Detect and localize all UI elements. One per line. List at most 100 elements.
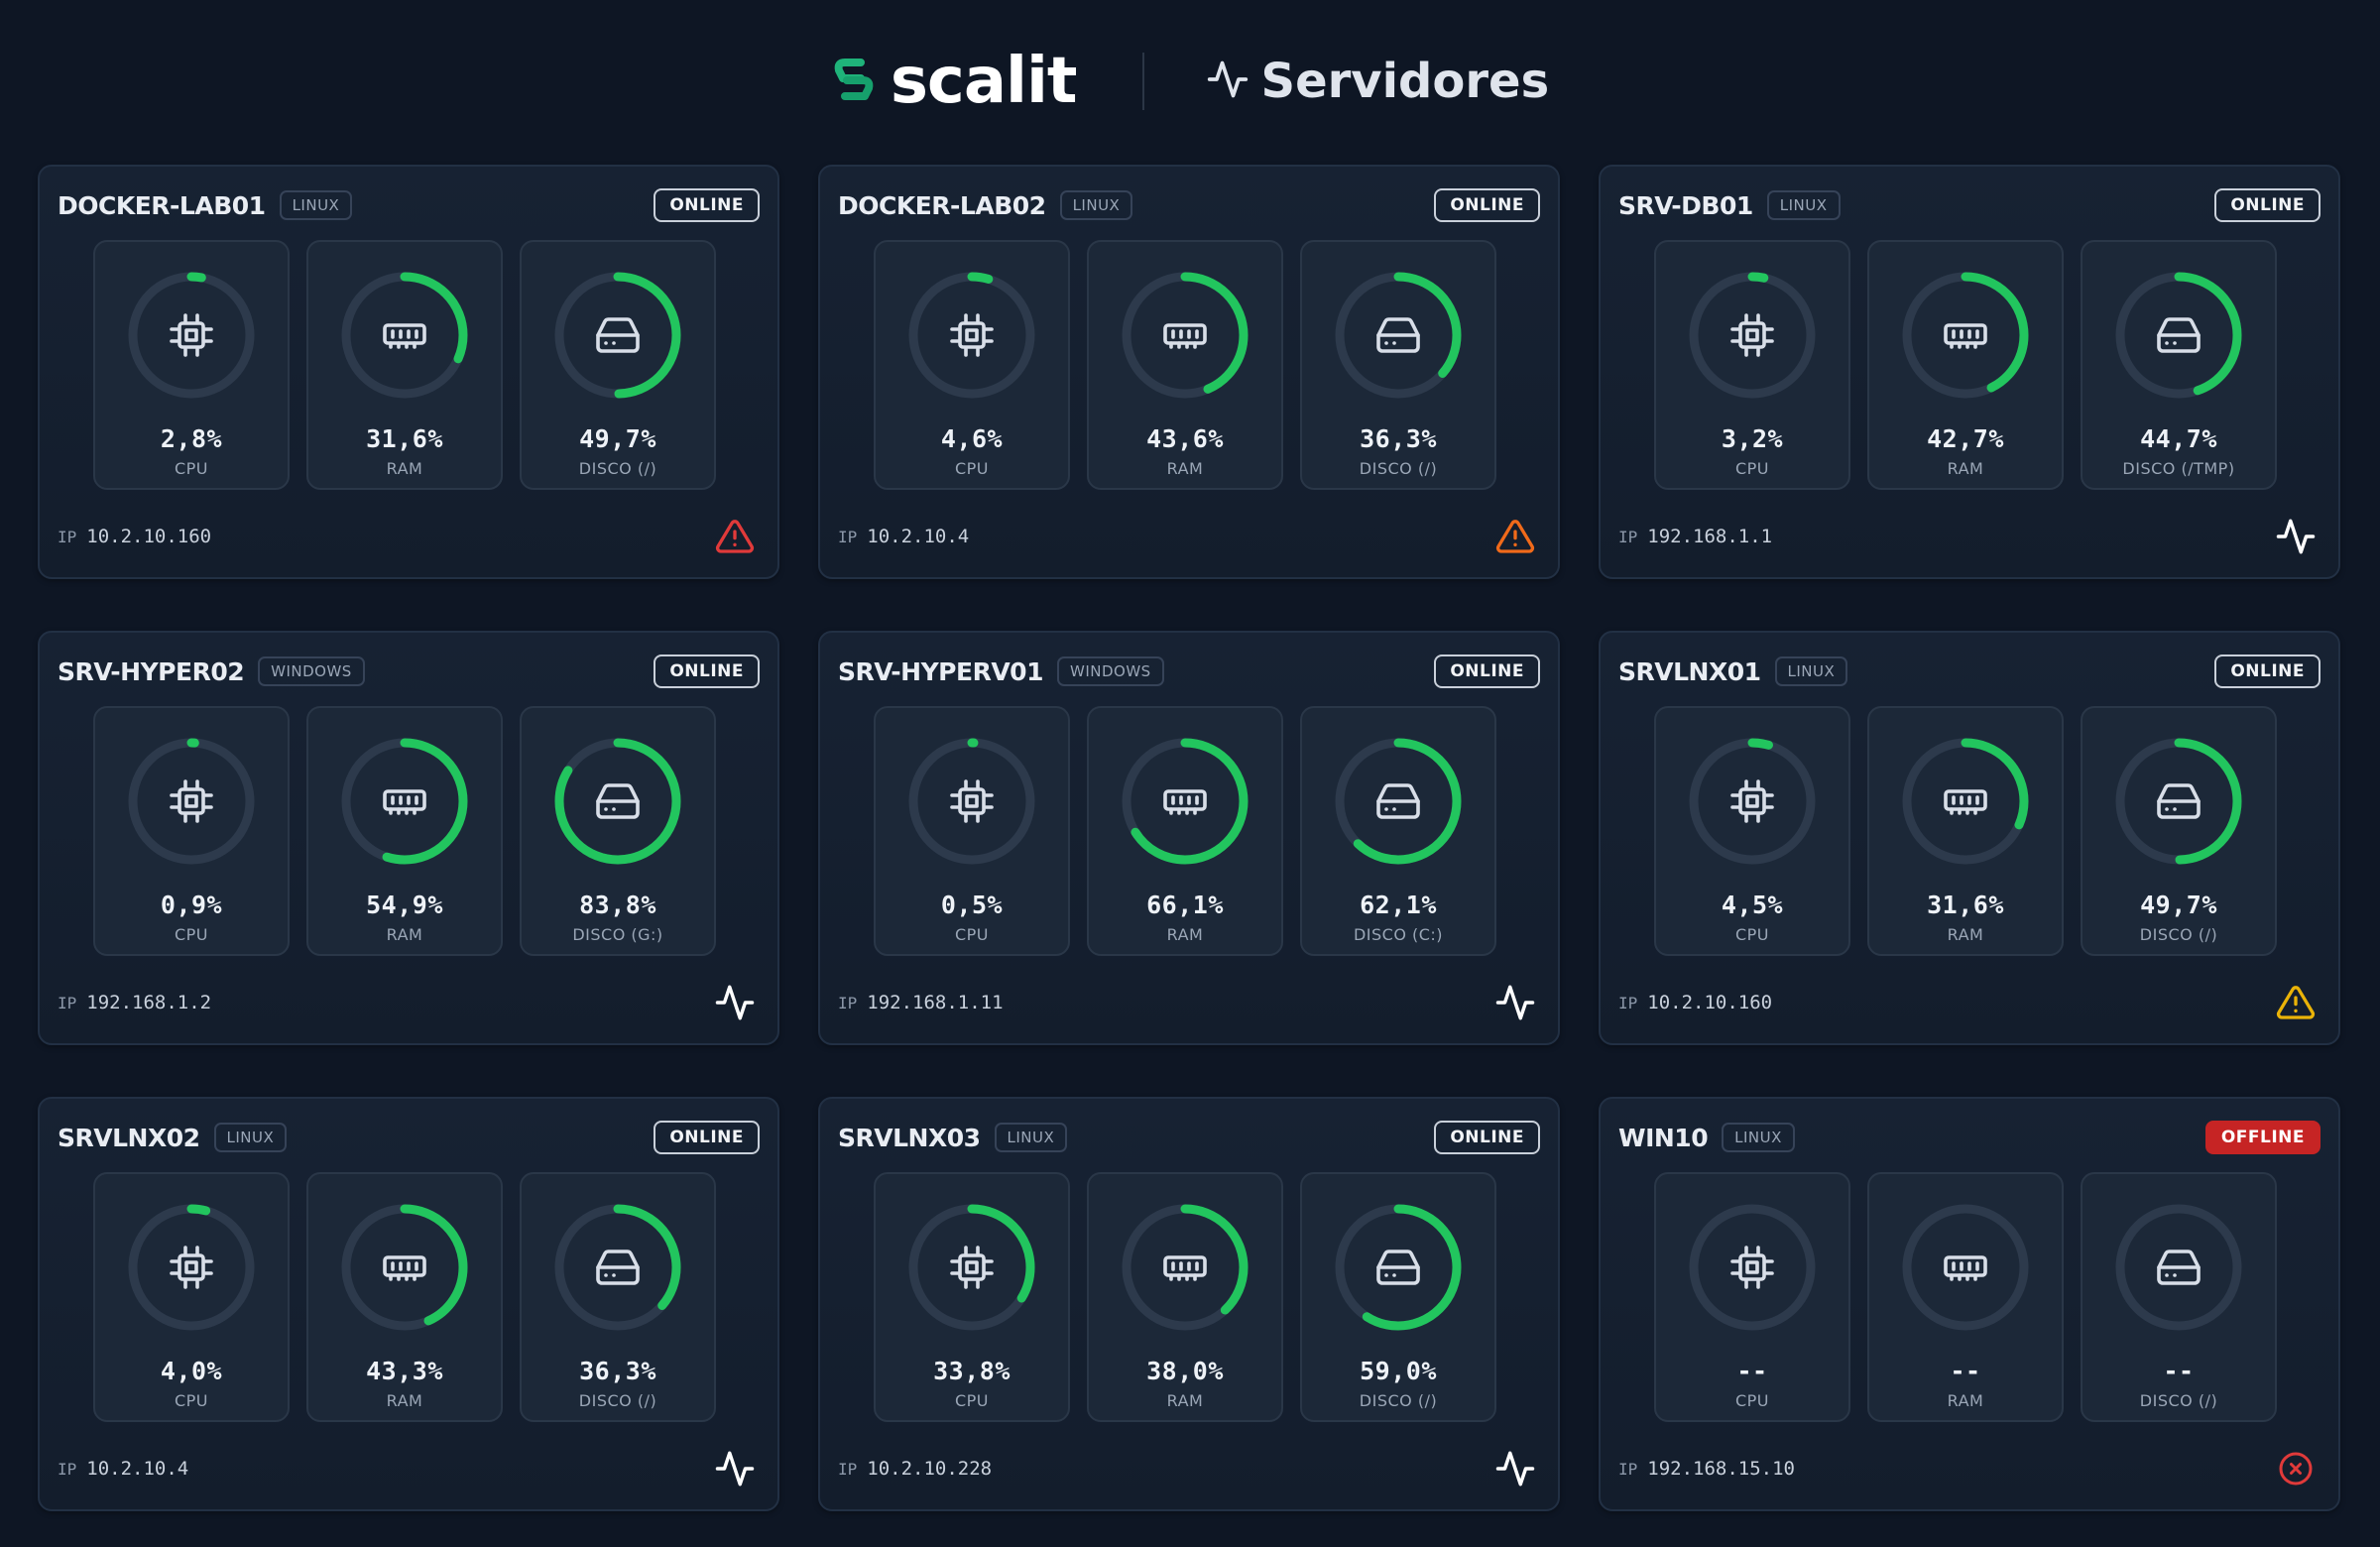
offline-x-circle-icon[interactable] <box>2273 1446 2319 1491</box>
gauge-ring <box>341 272 468 399</box>
gauge-arc <box>554 1204 681 1331</box>
metric-value: -- <box>1950 1357 1981 1385</box>
gauge-ring <box>128 1204 255 1331</box>
gauge-arc <box>1122 738 1249 865</box>
metric-value: 0,5% <box>940 891 1004 919</box>
server-card[interactable]: SRVLNX02 LINUX ONLINE 4,0% CPU 43,3% RAM… <box>38 1097 779 1511</box>
gauge-ring <box>554 272 681 399</box>
alert-triangle-icon[interactable] <box>712 514 758 559</box>
metric-tile: 43,6% RAM <box>1087 240 1283 490</box>
server-name: SRV-HYPERV01 <box>838 656 1043 686</box>
gauge-ring <box>341 738 468 865</box>
status-badge: ONLINE <box>654 654 760 688</box>
memory-module-icon <box>1942 777 1989 830</box>
usage-gauge <box>1331 1200 1466 1335</box>
activity-pulse-icon[interactable] <box>1492 980 1538 1025</box>
ip-label: IP <box>58 993 77 1012</box>
ip-address: 192.168.1.2 <box>86 992 212 1013</box>
memory-module-icon <box>1942 311 1989 364</box>
server-card[interactable]: DOCKER-LAB01 LINUX ONLINE 2,8% CPU 31,6%… <box>38 165 779 579</box>
usage-gauge <box>1685 734 1820 869</box>
usage-gauge <box>2111 734 2246 869</box>
metric-value: 49,7% <box>2140 891 2217 919</box>
server-card[interactable]: SRV-HYPER02 WINDOWS ONLINE 0,9% CPU 54,9… <box>38 631 779 1045</box>
ip-address: 10.2.10.228 <box>867 1458 993 1480</box>
metric-value: 54,9% <box>366 891 443 919</box>
hard-drive-icon <box>594 1244 642 1296</box>
server-card[interactable]: SRVLNX01 LINUX ONLINE 4,5% CPU 31,6% RAM… <box>1599 631 2340 1045</box>
activity-pulse-icon[interactable] <box>1492 1446 1538 1491</box>
gauge-arc <box>341 272 468 399</box>
usage-gauge <box>550 268 685 403</box>
page-title: Servidores <box>1260 54 1550 109</box>
server-grid: DOCKER-LAB01 LINUX ONLINE 2,8% CPU 31,6%… <box>38 165 2340 1511</box>
cpu-chip-icon <box>168 777 215 830</box>
memory-module-icon <box>1161 777 1209 830</box>
brand[interactable]: scalit <box>831 45 1077 118</box>
gauge-ring <box>1335 272 1462 399</box>
metrics-row: 0,5% CPU 66,1% RAM 62,1% DISCO (C:) <box>874 706 1496 956</box>
memory-module-icon <box>1161 311 1209 364</box>
usage-gauge <box>124 734 259 869</box>
metric-value: 43,6% <box>1146 424 1224 453</box>
ip-address: 10.2.10.4 <box>86 1458 189 1480</box>
cpu-chip-icon <box>168 1244 215 1296</box>
metric-value: 62,1% <box>1360 891 1437 919</box>
activity-pulse-icon[interactable] <box>712 980 758 1025</box>
metric-value: 59,0% <box>1360 1357 1437 1385</box>
memory-module-icon <box>1942 1244 1989 1296</box>
server-card[interactable]: SRVLNX03 LINUX ONLINE 33,8% CPU 38,0% RA… <box>818 1097 1560 1511</box>
card-footer: IP 192.168.15.10 <box>1618 1446 2319 1491</box>
metric-value: -- <box>1736 1357 1768 1385</box>
cpu-chip-icon <box>1728 1244 1776 1296</box>
metric-label: RAM <box>386 925 423 944</box>
metric-tile: 33,8% CPU <box>874 1172 1070 1422</box>
server-name: DOCKER-LAB02 <box>838 190 1046 220</box>
server-card[interactable]: SRV-DB01 LINUX ONLINE 3,2% CPU 42,7% RAM… <box>1599 165 2340 579</box>
usage-gauge <box>1898 268 2033 403</box>
gauge-ring <box>1122 738 1249 865</box>
metrics-row: 33,8% CPU 38,0% RAM 59,0% DISCO (/) <box>874 1172 1496 1422</box>
gauge-ring <box>554 738 681 865</box>
metric-tile: 49,7% DISCO (/) <box>520 240 716 490</box>
metric-value: 49,7% <box>579 424 656 453</box>
gauge-arc <box>1902 738 2029 865</box>
os-badge: LINUX <box>213 1123 288 1152</box>
hard-drive-icon <box>1374 1244 1422 1296</box>
activity-pulse-icon[interactable] <box>2273 514 2319 559</box>
alert-triangle-icon[interactable] <box>2273 980 2319 1025</box>
usage-gauge <box>1331 734 1466 869</box>
card-header: DOCKER-LAB01 LINUX ONLINE <box>58 186 760 224</box>
activity-pulse-icon <box>1206 58 1250 106</box>
gauge-ring <box>908 1204 1035 1331</box>
card-footer: IP 10.2.10.160 <box>58 514 758 559</box>
usage-gauge <box>904 268 1039 403</box>
gauge-arc <box>1335 738 1462 865</box>
cpu-chip-icon <box>948 311 996 364</box>
metric-tile: -- RAM <box>1867 1172 2064 1422</box>
brand-name: scalit <box>890 45 1078 118</box>
scalit-logo-icon <box>831 57 877 107</box>
metric-tile: -- CPU <box>1654 1172 1850 1422</box>
card-footer: IP 10.2.10.4 <box>58 1446 758 1491</box>
metric-value: 44,7% <box>2140 424 2217 453</box>
server-card[interactable]: DOCKER-LAB02 LINUX ONLINE 4,6% CPU 43,6%… <box>818 165 1560 579</box>
usage-gauge <box>1685 1200 1820 1335</box>
metric-label: RAM <box>1947 459 1984 478</box>
metrics-row: 0,9% CPU 54,9% RAM 83,8% DISCO (G:) <box>93 706 716 956</box>
server-card[interactable]: SRV-HYPERV01 WINDOWS ONLINE 0,5% CPU 66,… <box>818 631 1560 1045</box>
metric-label: CPU <box>174 925 209 944</box>
hard-drive-icon <box>2155 1244 2202 1296</box>
activity-pulse-icon[interactable] <box>712 1446 758 1491</box>
gauge-ring <box>1689 1204 1816 1331</box>
ip-address: 192.168.1.11 <box>867 992 1004 1013</box>
memory-module-icon <box>381 311 428 364</box>
alert-triangle-icon[interactable] <box>1492 514 1538 559</box>
metric-label: RAM <box>1166 459 1204 478</box>
usage-gauge <box>550 734 685 869</box>
server-card[interactable]: WIN10 LINUX OFFLINE -- CPU -- RAM -- DIS… <box>1599 1097 2340 1511</box>
gauge-ring <box>554 1204 681 1331</box>
gauge-track <box>2115 1204 2242 1331</box>
metric-tile: 44,7% DISCO (/TMP) <box>2081 240 2277 490</box>
memory-module-icon <box>381 777 428 830</box>
